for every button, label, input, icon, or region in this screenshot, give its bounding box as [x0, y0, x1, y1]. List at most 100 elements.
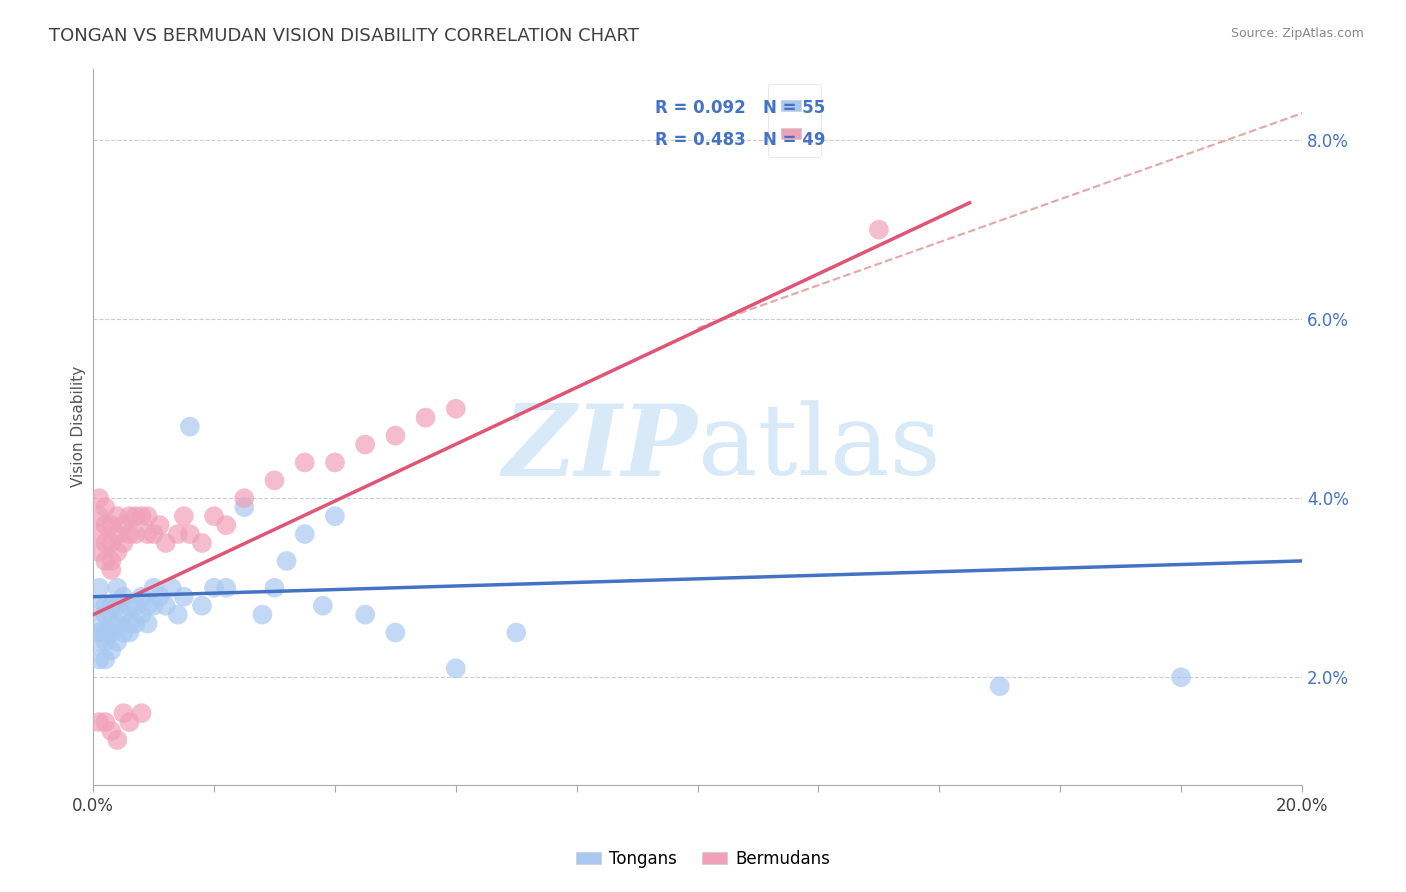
Point	[136, 599, 159, 613]
Point	[215, 581, 238, 595]
Point	[100, 616, 122, 631]
Point	[118, 509, 141, 524]
Point	[112, 625, 135, 640]
Point	[89, 527, 111, 541]
Point	[142, 581, 165, 595]
Point	[444, 661, 467, 675]
Point	[215, 518, 238, 533]
Point	[263, 581, 285, 595]
Point	[124, 599, 146, 613]
Point	[100, 643, 122, 657]
Point	[105, 581, 128, 595]
Point	[118, 527, 141, 541]
Point	[384, 428, 406, 442]
Point	[118, 625, 141, 640]
Point	[155, 536, 177, 550]
Point	[105, 634, 128, 648]
Point	[118, 616, 141, 631]
Point	[89, 509, 111, 524]
Point	[263, 474, 285, 488]
Point	[354, 607, 377, 622]
Point	[136, 509, 159, 524]
Point	[89, 599, 111, 613]
Point	[94, 536, 117, 550]
Point	[155, 599, 177, 613]
Point	[323, 509, 346, 524]
Point	[415, 410, 437, 425]
Point	[142, 599, 165, 613]
Point	[384, 625, 406, 640]
Text: R = 0.483   N = 49: R = 0.483 N = 49	[655, 131, 825, 149]
Legend: Tongans, Bermudans: Tongans, Bermudans	[569, 844, 837, 875]
Point	[179, 527, 201, 541]
Point	[94, 652, 117, 666]
Text: ZIP: ZIP	[502, 400, 697, 496]
Point	[112, 518, 135, 533]
Point	[124, 509, 146, 524]
Point	[233, 500, 256, 515]
Point	[233, 491, 256, 506]
Point	[100, 724, 122, 739]
Point	[94, 500, 117, 515]
Point	[94, 715, 117, 730]
Point	[323, 455, 346, 469]
Point	[118, 599, 141, 613]
Point	[166, 607, 188, 622]
Point	[105, 599, 128, 613]
Text: Source: ZipAtlas.com: Source: ZipAtlas.com	[1230, 27, 1364, 40]
Point	[131, 509, 153, 524]
Point	[105, 545, 128, 559]
Point	[142, 527, 165, 541]
Point	[131, 706, 153, 720]
Point	[136, 616, 159, 631]
Point	[276, 554, 298, 568]
Point	[112, 590, 135, 604]
Point	[94, 607, 117, 622]
Point	[112, 536, 135, 550]
Text: atlas: atlas	[697, 401, 941, 496]
Point	[100, 554, 122, 568]
Point	[100, 536, 122, 550]
Point	[112, 607, 135, 622]
Point	[868, 222, 890, 236]
Point	[1170, 670, 1192, 684]
Point	[149, 518, 172, 533]
Point	[202, 509, 225, 524]
Point	[89, 652, 111, 666]
Point	[131, 607, 153, 622]
Text: TONGAN VS BERMUDAN VISION DISABILITY CORRELATION CHART: TONGAN VS BERMUDAN VISION DISABILITY COR…	[49, 27, 640, 45]
Point	[89, 581, 111, 595]
Point	[124, 527, 146, 541]
Point	[202, 581, 225, 595]
Point	[89, 634, 111, 648]
Point	[166, 527, 188, 541]
Point	[89, 491, 111, 506]
Point	[94, 625, 117, 640]
Point	[112, 706, 135, 720]
Point	[105, 733, 128, 747]
Text: R = 0.092   N = 55: R = 0.092 N = 55	[655, 99, 825, 117]
Point	[131, 590, 153, 604]
Point	[105, 616, 128, 631]
Point	[94, 518, 117, 533]
Point	[173, 509, 195, 524]
Point	[89, 625, 111, 640]
Point	[100, 599, 122, 613]
Point	[191, 536, 214, 550]
Point	[294, 527, 316, 541]
Point	[124, 616, 146, 631]
Legend: , : ,	[768, 84, 821, 157]
Point	[294, 455, 316, 469]
Point	[191, 599, 214, 613]
Point	[94, 554, 117, 568]
Y-axis label: Vision Disability: Vision Disability	[72, 366, 86, 487]
Point	[100, 518, 122, 533]
Point	[505, 625, 527, 640]
Point	[100, 563, 122, 577]
Point	[312, 599, 335, 613]
Point	[136, 527, 159, 541]
Point	[444, 401, 467, 416]
Point	[105, 509, 128, 524]
Point	[100, 625, 122, 640]
Point	[988, 679, 1011, 693]
